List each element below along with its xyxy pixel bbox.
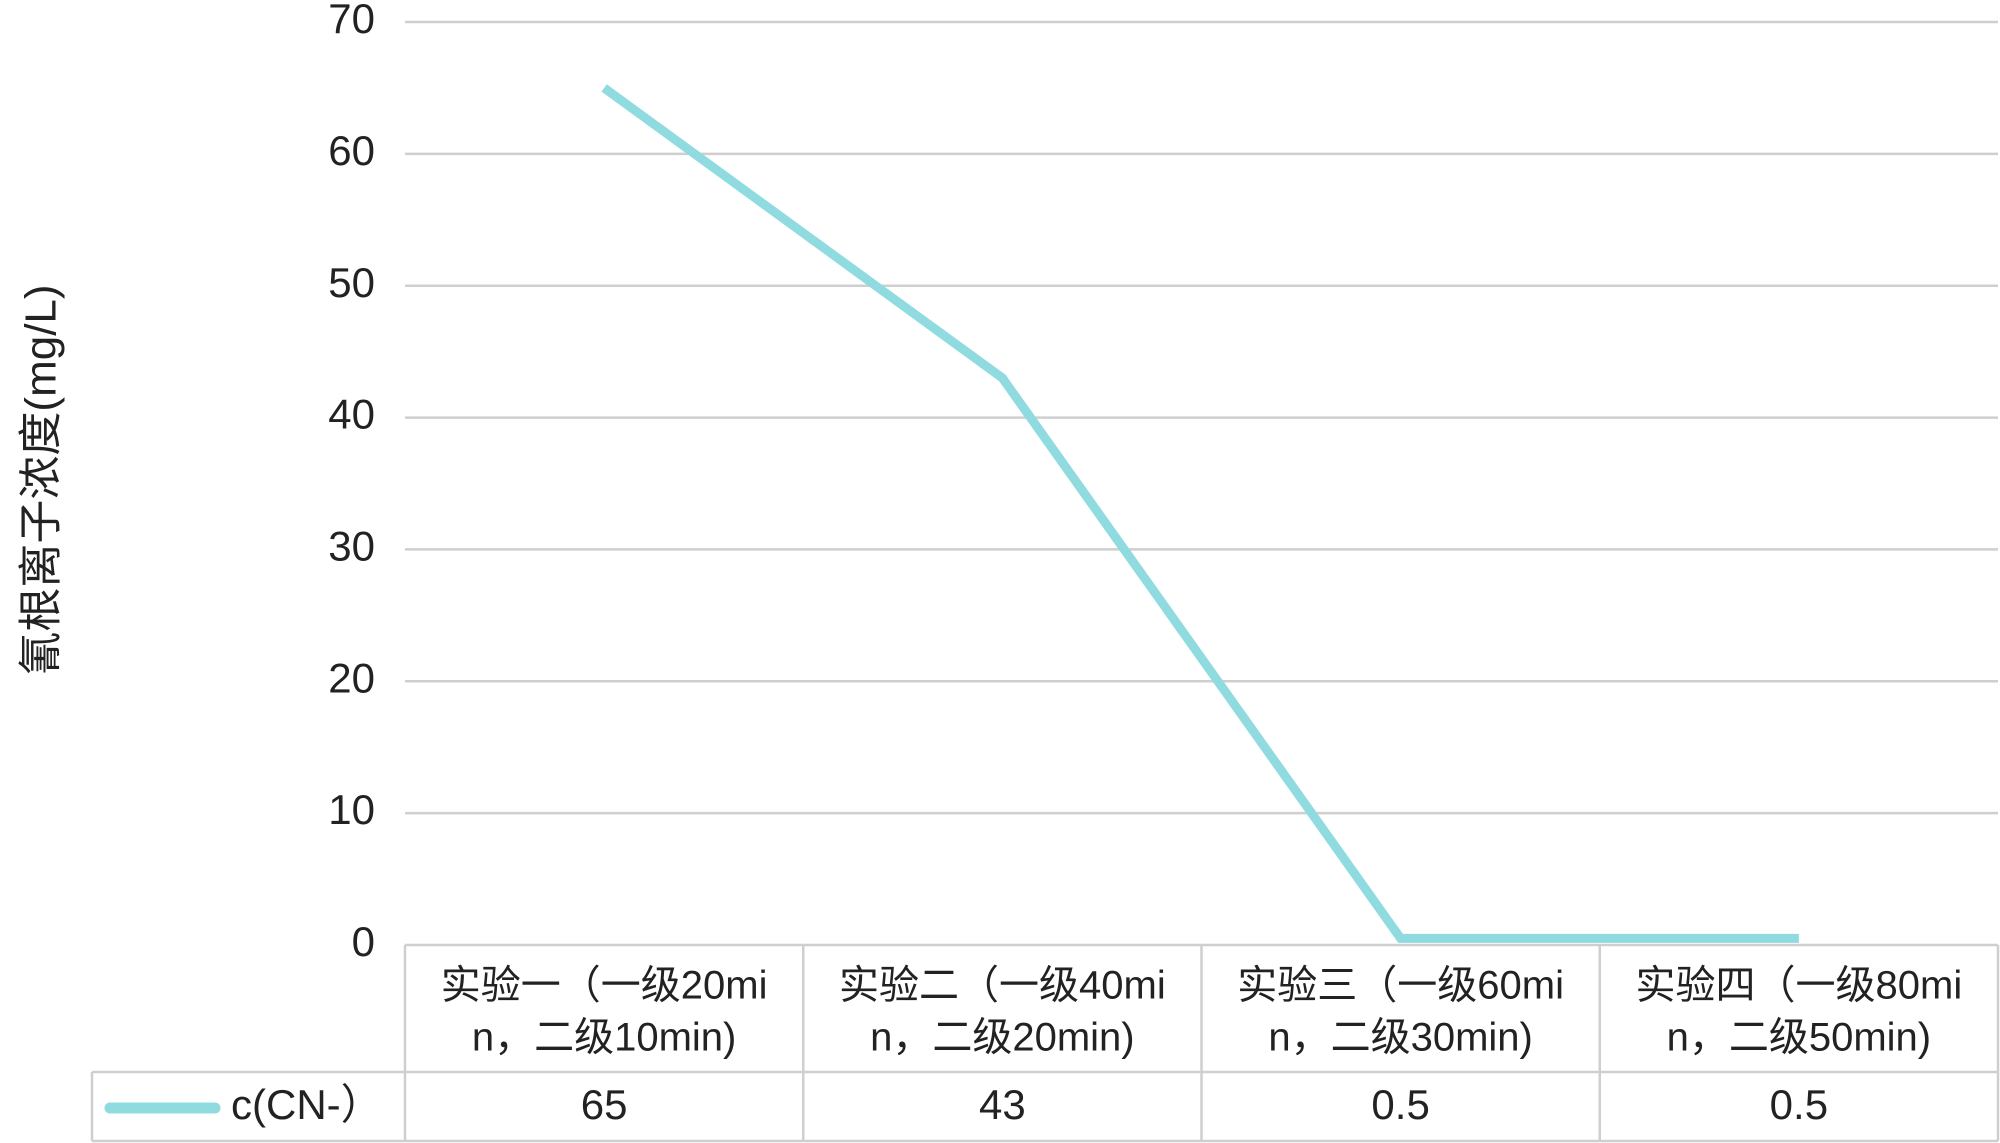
x-category-label: 实验三（一级60mi	[1237, 964, 1564, 1008]
x-category-label: 实验一（一级20mi	[441, 964, 768, 1008]
data-value-label: 0.5	[1770, 1081, 1828, 1128]
y-tick-label: 70	[328, 0, 375, 42]
x-category-label: n，二级30min)	[1268, 1016, 1533, 1060]
y-axis-label: 氰根离子浓度(mg/L)	[17, 284, 66, 675]
y-tick-label: 0	[352, 918, 375, 965]
y-tick-label: 50	[328, 259, 375, 306]
data-value-label: 43	[979, 1081, 1026, 1128]
series-line	[601, 84, 1799, 943]
y-tick-label: 30	[328, 523, 375, 570]
data-value-label: 0.5	[1371, 1081, 1429, 1128]
x-category-label: n，二级50min)	[1667, 1016, 1932, 1060]
y-tick-label: 40	[328, 391, 375, 438]
legend-label: c(CN-）	[231, 1081, 383, 1128]
x-category-label: 实验四（一级80mi	[1636, 964, 1963, 1008]
y-tick-label: 20	[328, 654, 375, 701]
data-value-label: 65	[581, 1081, 628, 1128]
x-category-label: n，二级10min)	[472, 1016, 737, 1060]
x-category-label: n，二级20min)	[870, 1016, 1135, 1060]
y-tick-label: 60	[328, 127, 375, 174]
x-category-label: 实验二（一级40mi	[839, 964, 1166, 1008]
y-tick-label: 10	[328, 786, 375, 833]
